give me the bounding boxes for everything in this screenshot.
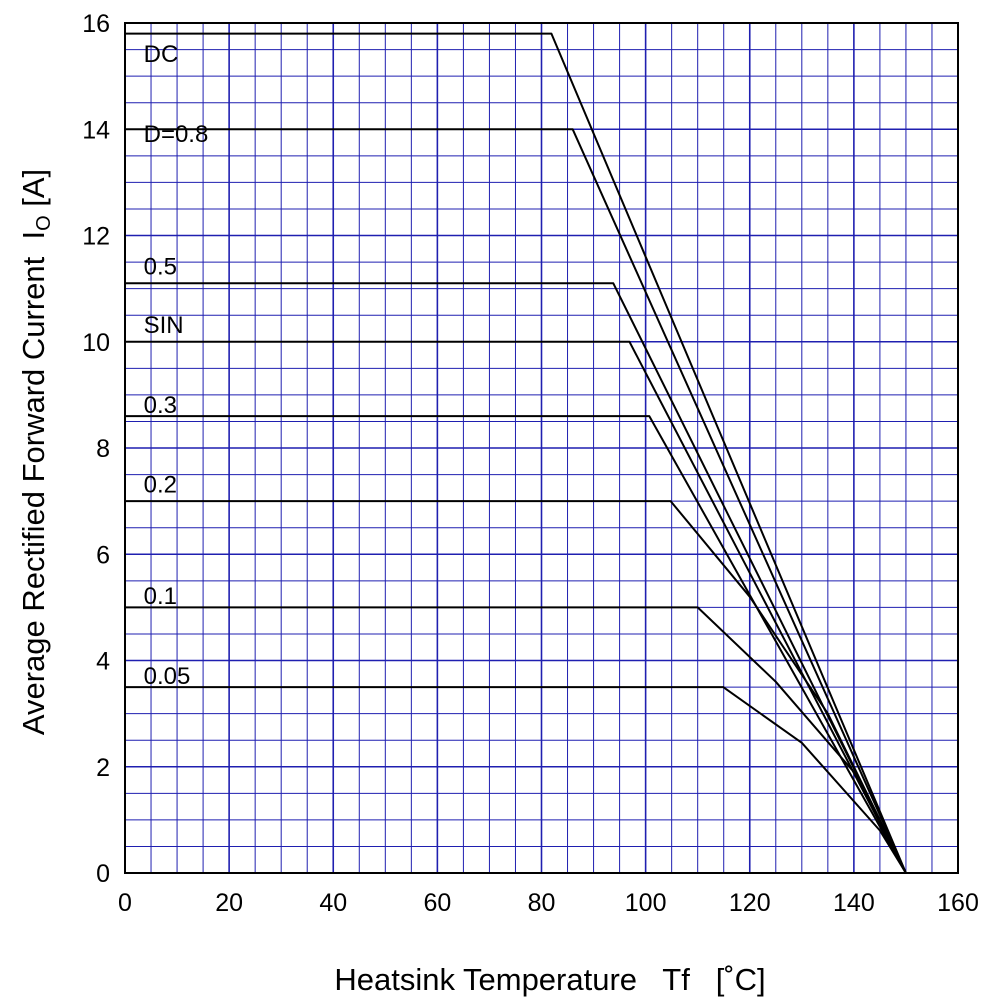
y-tick-label: 0 [96,860,110,888]
x-tick-labels: 0 20 40 60 80 100 120 140 160 [118,889,979,917]
y-axis-label-main: Average Rectified Forward Current I [16,231,51,735]
major-grid [125,23,958,873]
y-axis-label-unit: [A] [16,169,51,216]
x-tick-label: 140 [833,889,875,917]
y-tick-label: 16 [82,10,110,38]
curve-d-0-8 [125,128,907,874]
y-tick-label: 8 [96,435,110,463]
y-tick-label: 12 [82,223,110,251]
series-label: 0.3 [144,392,177,419]
derating-curves [125,32,907,874]
y-tick-label: 2 [96,754,110,782]
curve-0-2 [125,500,907,874]
y-axis-label: Average Rectified Forward Current IO [A] [16,169,55,735]
curve-dc [125,32,907,874]
curve-0-1 [125,606,907,874]
x-tick-label: 100 [625,889,667,917]
y-tick-labels: 0 2 4 6 8 10 12 14 16 [82,10,110,888]
x-tick-label: 20 [215,889,243,917]
series-labels: DC D=0.8 0.5 SIN 0.3 0.2 0.1 0.05 [144,41,209,690]
curve-sin [125,340,907,874]
series-label: 0.5 [144,254,177,281]
y-tick-label: 4 [96,648,110,676]
x-tick-label: 120 [729,889,771,917]
curve-0-05 [125,686,907,874]
y-axis-label-subscript: O [33,215,55,231]
y-tick-label: 14 [82,116,110,144]
series-label: D=0.8 [144,121,209,148]
x-tick-label: 80 [528,889,556,917]
series-label: 0.1 [144,583,177,610]
series-label: 0.2 [144,472,177,499]
x-tick-label: 60 [423,889,451,917]
x-axis-label: Heatsink Temperature Tf [˚C] [334,962,765,997]
series-label: DC [144,41,179,68]
plot-frame [124,22,959,874]
series-label: SIN [144,312,184,339]
curve-0-3 [125,415,907,874]
series-label: 0.05 [144,663,191,690]
x-tick-label: 40 [319,889,347,917]
y-tick-label: 10 [82,329,110,357]
x-tick-label: 160 [937,889,979,917]
curve-0-5 [125,282,907,874]
x-tick-label: 0 [118,889,132,917]
y-tick-label: 6 [96,541,110,569]
